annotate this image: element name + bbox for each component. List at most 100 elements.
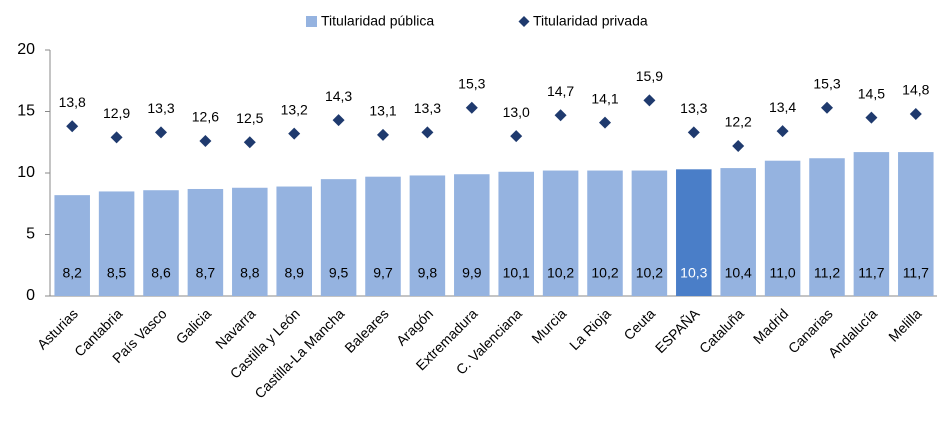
bar-label: 8,8 bbox=[240, 265, 260, 281]
marker bbox=[821, 101, 833, 114]
bar-label: 10,3 bbox=[680, 265, 707, 281]
y-tick-label: 15 bbox=[17, 103, 35, 120]
marker-label: 14,1 bbox=[591, 90, 618, 106]
bar-label: 11,2 bbox=[814, 265, 840, 281]
marker-label: 14,8 bbox=[902, 82, 929, 98]
bar-label: 9,7 bbox=[373, 265, 393, 281]
bar-label: 11,7 bbox=[858, 265, 884, 281]
marker-label: 14,7 bbox=[547, 83, 574, 99]
marker-label: 14,3 bbox=[325, 88, 352, 104]
marker bbox=[643, 94, 656, 107]
bar-label: 9,9 bbox=[462, 265, 482, 281]
x-tick-label: Galicia bbox=[173, 305, 215, 347]
marker-label: 13,8 bbox=[59, 94, 86, 110]
x-tick-label: Melilla bbox=[885, 305, 925, 345]
marker bbox=[421, 126, 434, 139]
marker-label: 13,3 bbox=[680, 100, 707, 116]
y-tick-label: 0 bbox=[26, 287, 35, 304]
bar bbox=[54, 195, 90, 296]
marker bbox=[732, 139, 745, 152]
marker-label: 12,6 bbox=[192, 109, 219, 125]
bar-label: 8,5 bbox=[107, 265, 127, 281]
x-tick-label: Murcia bbox=[528, 305, 569, 346]
y-tick-label: 20 bbox=[17, 41, 35, 58]
bar-label: 10,4 bbox=[725, 265, 752, 281]
legend-label: Titularidad privada bbox=[533, 13, 648, 29]
bar bbox=[498, 171, 534, 296]
bar bbox=[276, 186, 312, 296]
bar bbox=[898, 152, 934, 296]
x-tick-label: Cataluña bbox=[696, 305, 747, 356]
bar bbox=[542, 170, 579, 296]
marker bbox=[155, 126, 167, 139]
marker bbox=[377, 128, 389, 141]
marker-label: 13,0 bbox=[503, 104, 530, 120]
marker-label: 15,3 bbox=[813, 76, 840, 92]
bar-label: 11,0 bbox=[769, 265, 795, 281]
bar-label: 10,2 bbox=[547, 265, 574, 281]
marker-label: 12,2 bbox=[725, 114, 752, 130]
bar bbox=[143, 190, 179, 296]
x-tick-label: Baleares bbox=[341, 305, 391, 355]
legend-label: Titularidad pública bbox=[321, 13, 434, 29]
bar-label: 10,1 bbox=[503, 265, 530, 281]
bar bbox=[409, 175, 446, 296]
bar-label: 11,7 bbox=[903, 265, 929, 281]
y-tick-label: 10 bbox=[17, 164, 35, 181]
marker bbox=[776, 125, 789, 138]
marker-label: 15,3 bbox=[458, 76, 485, 92]
bar bbox=[631, 170, 668, 296]
bar bbox=[320, 179, 357, 296]
marker-label: 13,3 bbox=[147, 100, 174, 116]
x-tick-label: ESPAÑA bbox=[652, 305, 703, 356]
bar-label: 10,2 bbox=[636, 265, 663, 281]
marker bbox=[66, 120, 79, 133]
marker-label: 12,5 bbox=[236, 110, 263, 126]
bar bbox=[365, 176, 401, 296]
x-tick-label: Ceuta bbox=[620, 305, 658, 343]
marker bbox=[465, 101, 478, 114]
marker bbox=[288, 127, 301, 140]
marker bbox=[110, 131, 123, 144]
bar-label: 9,5 bbox=[329, 265, 349, 281]
y-tick-label: 5 bbox=[26, 226, 35, 243]
x-tick-label: La Rioja bbox=[566, 305, 614, 353]
marker-label: 12,9 bbox=[103, 105, 130, 121]
bar bbox=[676, 169, 712, 296]
bar-label: 8,2 bbox=[62, 265, 82, 281]
x-tick-label: Andalucía bbox=[825, 305, 880, 360]
bar-label: 8,6 bbox=[151, 265, 171, 281]
bar bbox=[720, 168, 756, 296]
marker-label: 15,9 bbox=[636, 68, 663, 84]
bar bbox=[187, 188, 224, 296]
bar bbox=[853, 152, 890, 296]
bar-label: 8,9 bbox=[284, 265, 304, 281]
marker-label: 14,5 bbox=[858, 85, 885, 101]
marker bbox=[510, 130, 523, 143]
marker bbox=[243, 136, 256, 149]
marker bbox=[909, 107, 922, 120]
bar bbox=[98, 191, 135, 296]
marker bbox=[687, 126, 700, 139]
bar-label: 8,7 bbox=[196, 265, 216, 281]
bar bbox=[454, 174, 490, 296]
marker bbox=[599, 116, 611, 129]
bar bbox=[232, 187, 268, 296]
x-tick-label: Aragón bbox=[393, 305, 436, 348]
bar-label: 9,8 bbox=[418, 265, 438, 281]
marker-label: 13,3 bbox=[414, 100, 441, 116]
legend-swatch bbox=[306, 16, 317, 27]
legend-swatch bbox=[518, 16, 530, 27]
marker bbox=[865, 111, 878, 124]
marker bbox=[554, 109, 567, 122]
marker-label: 13,2 bbox=[281, 101, 308, 117]
bar bbox=[764, 160, 801, 296]
bar-label: 10,2 bbox=[591, 265, 618, 281]
bar bbox=[587, 170, 623, 296]
marker bbox=[199, 135, 212, 148]
marker-label: 13,1 bbox=[369, 103, 396, 119]
bar bbox=[809, 158, 845, 296]
marker-label: 13,4 bbox=[769, 99, 796, 115]
